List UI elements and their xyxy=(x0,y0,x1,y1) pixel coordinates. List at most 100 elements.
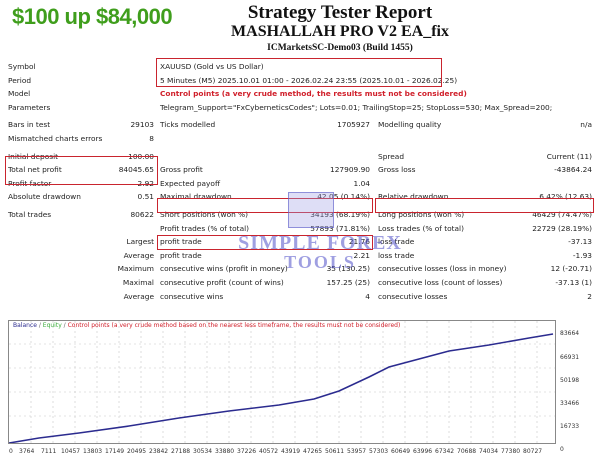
row-left-label: profit trade xyxy=(160,250,202,260)
rel-drawdown-label: Relative drawdown xyxy=(378,192,449,202)
mismatch-value: 8 xyxy=(149,133,154,143)
row-right-label: consecutive losses xyxy=(378,291,448,301)
x-tick: 20495 xyxy=(127,448,147,455)
y-tick: 50198 xyxy=(560,377,580,384)
row-left-value: 4 xyxy=(365,291,370,301)
x-tick: 33880 xyxy=(215,448,235,455)
x-tick: 37226 xyxy=(237,448,257,455)
rel-drawdown-value: 6.42% (12.63) xyxy=(539,192,592,202)
profit-trades-label: Profit trades (% of total) xyxy=(160,223,250,233)
row-left-value: 21.76 xyxy=(348,237,370,247)
x-tick: 0 xyxy=(9,448,13,455)
total-trades-label: Total trades xyxy=(8,209,52,219)
deposit-value: 100.00 xyxy=(128,151,154,161)
x-tick: 27188 xyxy=(171,448,191,455)
profit-factor-label: Profit factor xyxy=(8,178,52,188)
y-tick: 0 xyxy=(560,446,564,453)
period-label: Period xyxy=(8,75,32,85)
ticks-label: Ticks modelled xyxy=(160,120,216,130)
row-right-label: loss trade xyxy=(378,250,415,260)
chart-plot xyxy=(9,321,555,443)
promo-headline: $100 up $84,000 xyxy=(12,4,173,29)
deposit-label: Initial deposit xyxy=(8,151,59,161)
balance-chart: Balance / Equity / Control points (a ver… xyxy=(8,320,556,444)
net-profit-value: 84045.65 xyxy=(118,165,154,175)
x-tick: 50611 xyxy=(325,448,345,455)
row-right-value: 2 xyxy=(587,291,592,301)
chart-legend: Balance / Equity / Control points (a ver… xyxy=(13,322,401,329)
y-tick: 33466 xyxy=(560,400,580,407)
period-value: 5 Minutes (M5) 2025.10.01 01:00 - 2026.0… xyxy=(160,75,458,85)
ea-name: MASHALLAH PRO V2 EA_fix xyxy=(231,23,449,40)
max-drawdown-label: Maximal drawdown xyxy=(160,192,232,202)
x-tick: 17149 xyxy=(105,448,125,455)
profit-trades-value: 57893 (71.81%) xyxy=(310,223,370,233)
spread-label: Spread xyxy=(378,151,405,161)
row-left-value: 35 (130.25) xyxy=(326,264,370,274)
report-table: Symbol XAUUSD (Gold vs US Dollar) Period 5… xyxy=(0,56,600,303)
legend-equity: Equity xyxy=(42,322,62,329)
x-tick: 30534 xyxy=(193,448,213,455)
quality-value: n/a xyxy=(580,120,592,130)
loss-trades-label: Loss trades (% of total) xyxy=(378,223,464,233)
mismatch-label: Mismatched charts errors xyxy=(8,133,103,143)
legend-balance: Balance xyxy=(13,322,37,329)
row-left-value: 2.21 xyxy=(353,250,370,260)
balance-line xyxy=(9,333,554,443)
payoff-label: Expected payoff xyxy=(160,178,221,188)
row-right-value: -37.13 xyxy=(568,237,592,247)
gross-profit-label: Gross profit xyxy=(160,165,203,175)
abs-drawdown-label: Absolute drawdown xyxy=(8,192,81,202)
y-tick: 16733 xyxy=(560,423,580,430)
x-tick: 60649 xyxy=(391,448,411,455)
row-prefix: Maximum xyxy=(117,264,154,274)
bars-value: 29103 xyxy=(130,120,154,130)
y-tick: 83664 xyxy=(560,330,580,337)
row-right-value: 12 (-20.71) xyxy=(550,264,592,274)
spread-value: Current (11) xyxy=(546,151,592,161)
row-right-label: loss trade xyxy=(378,237,415,247)
row-prefix: Average xyxy=(123,250,154,260)
profit-factor-value: 2.92 xyxy=(137,178,154,188)
model-value: Control points (a very crude method, the… xyxy=(160,89,467,99)
quality-label: Modelling quality xyxy=(378,120,442,130)
gross-loss-value: -43864.24 xyxy=(554,165,592,175)
symbol-label: Symbol xyxy=(8,62,36,71)
max-drawdown-value: 42.05 (0.14%) xyxy=(317,192,370,202)
x-tick: 53957 xyxy=(347,448,367,455)
x-tick: 10457 xyxy=(61,448,81,455)
total-trades-value: 80622 xyxy=(130,209,154,219)
x-tick: 13803 xyxy=(83,448,103,455)
row-right-label: consecutive losses (loss in money) xyxy=(378,264,507,274)
abs-drawdown-value: 0.51 xyxy=(137,192,154,202)
x-tick: 57303 xyxy=(369,448,389,455)
symbol-value: XAUUSD (Gold vs US Dollar) xyxy=(160,62,264,71)
row-right-value: -1.93 xyxy=(572,250,592,260)
net-profit-label: Total net profit xyxy=(8,165,62,175)
short-label: Short positions (won %) xyxy=(160,209,249,219)
row-left-label: profit trade xyxy=(160,237,202,247)
report-header: Strategy Tester Report MASHALLAH PRO V2 … xyxy=(190,2,490,55)
x-tick: 47265 xyxy=(303,448,323,455)
bars-label: Bars in test xyxy=(8,120,51,130)
row-left-label: consecutive wins xyxy=(160,291,224,301)
gross-loss-label: Gross loss xyxy=(378,165,416,175)
x-tick: 63996 xyxy=(413,448,433,455)
y-tick: 66931 xyxy=(560,354,580,361)
row-left-label: consecutive wins (profit in money) xyxy=(160,264,288,274)
x-tick: 23842 xyxy=(149,448,169,455)
x-tick: 67342 xyxy=(435,448,455,455)
long-label: Long positions (won %) xyxy=(378,209,465,219)
x-tick: 80727 xyxy=(523,448,543,455)
row-left-value: 157.25 (25) xyxy=(326,277,370,287)
loss-trades-value: 22729 (28.19%) xyxy=(532,223,592,233)
legend-note: Control points (a very crude method base… xyxy=(67,322,401,329)
report-title: Strategy Tester Report xyxy=(247,2,433,23)
x-tick: 70688 xyxy=(457,448,477,455)
row-prefix: Maximal xyxy=(122,277,154,287)
payoff-value: 1.04 xyxy=(353,178,370,188)
x-tick: 40572 xyxy=(259,448,279,455)
long-value: 46429 (74.47%) xyxy=(532,209,592,219)
parameters-value: Telegram_Support="FxCyberneticsCodes"; L… xyxy=(160,102,553,112)
parameters-label: Parameters xyxy=(8,102,51,112)
